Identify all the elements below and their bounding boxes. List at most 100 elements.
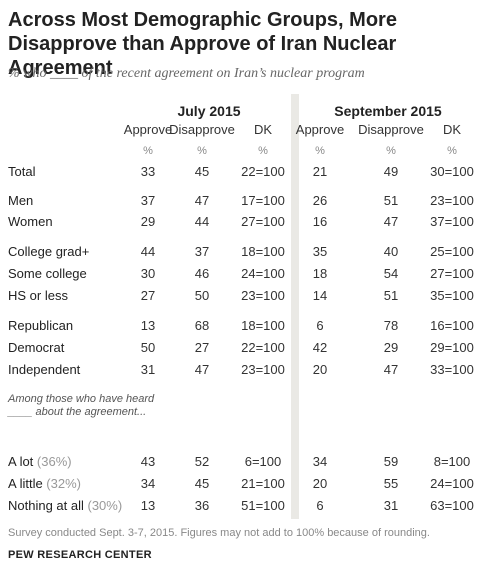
table-cell: 44 [140, 244, 156, 259]
table-cell: 51 [383, 288, 399, 303]
row-label: Independent [8, 362, 80, 377]
table-cell: 37 [194, 244, 210, 259]
table-cell: 50 [194, 288, 210, 303]
table-cell: 47 [194, 193, 210, 208]
chart-title: Across Most Demographic Groups, More Dis… [8, 9, 397, 79]
row-label: A little (32%) [8, 476, 81, 491]
table-cell: 25=100 [430, 244, 474, 259]
table-cell: 34 [140, 476, 156, 491]
table-cell: 24=100 [430, 476, 474, 491]
table-cell: 49 [383, 164, 399, 179]
chart-subtitle: % who ____ of the recent agreement on Ir… [8, 66, 365, 81]
row-label: Republican [8, 318, 73, 333]
table-cell: 35 [312, 244, 328, 259]
table-cell: 42 [312, 340, 328, 355]
row-label-text: A little [8, 476, 47, 491]
row-label-text: Women [8, 214, 53, 229]
row-label-text: HS or less [8, 288, 68, 303]
table-cell: 21 [312, 164, 328, 179]
unit-label: % [197, 145, 207, 157]
unit-label: % [143, 145, 153, 157]
table-cell: 27 [140, 288, 156, 303]
table-cell: 6 [316, 318, 324, 333]
table-cell: 59 [383, 454, 399, 469]
table-cell: 13 [140, 498, 156, 513]
table-cell: 20 [312, 476, 328, 491]
table-cell: 33=100 [430, 362, 474, 377]
row-label-text: Nothing at all [8, 498, 88, 513]
table-cell: 29=100 [430, 340, 474, 355]
table-cell: 63=100 [430, 498, 474, 513]
footnote: Survey conducted Sept. 3-7, 2015. Figure… [8, 527, 430, 539]
group-header: July 2015 [177, 103, 241, 119]
table-cell: 14 [312, 288, 328, 303]
table-cell: 55 [383, 476, 399, 491]
row-label: Some college [8, 266, 87, 281]
table-cell: 31 [140, 362, 156, 377]
table-cell: 18 [312, 266, 328, 281]
column-header: DK [442, 122, 462, 137]
table-cell: 45 [194, 164, 210, 179]
table-cell: 51=100 [241, 498, 285, 513]
row-label: A lot (36%) [8, 454, 72, 469]
row-label-text: Republican [8, 318, 74, 333]
table-cell: 16=100 [430, 318, 474, 333]
row-label-share: (36%) [36, 454, 72, 469]
table-cell: 50 [140, 340, 156, 355]
table-cell: 16 [312, 214, 328, 229]
unit-label: % [386, 145, 396, 157]
table-cell: 18=100 [241, 318, 285, 333]
row-label: Nothing at all (30%) [8, 498, 122, 513]
table-cell: 27=100 [241, 214, 285, 229]
table-cell: 20 [312, 362, 328, 377]
row-label: Women [8, 214, 53, 229]
unit-label: % [258, 145, 268, 157]
table-cell: 29 [140, 214, 156, 229]
table-cell: 6 [316, 498, 324, 513]
source-label: PEW RESEARCH CENTER [8, 549, 152, 561]
table-cell: 52 [194, 454, 210, 469]
row-label-text: Democrat [8, 340, 65, 355]
column-header: Disapprove [169, 122, 235, 137]
table-cell: 47 [383, 362, 399, 377]
row-label-text: Some college [8, 266, 87, 281]
table-cell: 46 [194, 266, 210, 281]
group-header: September 2015 [334, 103, 442, 119]
table-cell: 44 [194, 214, 210, 229]
table-cell: 21=100 [241, 476, 285, 491]
table-cell: 22=100 [241, 340, 285, 355]
table-cell: 47 [383, 214, 399, 229]
row-label-share: (32%) [46, 476, 81, 491]
table-cell: 24=100 [241, 266, 285, 281]
table-cell: 23=100 [241, 288, 285, 303]
unit-label: % [315, 145, 325, 157]
table-cell: 13 [140, 318, 156, 333]
row-label: HS or less [8, 288, 68, 303]
column-header: Disapprove [358, 122, 424, 137]
table-cell: 8=100 [433, 454, 471, 469]
row-label-text: Independent [8, 362, 81, 377]
table-cell: 27=100 [430, 266, 474, 281]
row-label: Democrat [8, 340, 64, 355]
row-label: College grad+ [8, 244, 89, 259]
table-cell: 33 [140, 164, 156, 179]
table-cell: 51 [383, 193, 399, 208]
table-cell: 27 [194, 340, 210, 355]
table-cell: 30=100 [430, 164, 474, 179]
column-divider [291, 94, 299, 519]
row-label: Total [8, 164, 35, 179]
table-cell: 35=100 [430, 288, 474, 303]
table-cell: 23=100 [241, 362, 285, 377]
table-cell: 22=100 [241, 164, 285, 179]
table-cell: 54 [383, 266, 399, 281]
table-cell: 18=100 [241, 244, 285, 259]
table-cell: 17=100 [241, 193, 285, 208]
row-label: Men [8, 193, 33, 208]
table-cell: 78 [383, 318, 399, 333]
row-label-text: A lot [8, 454, 37, 469]
column-header: DK [253, 122, 273, 137]
table-cell: 29 [383, 340, 399, 355]
table-cell: 23=100 [430, 193, 474, 208]
row-label-share: (30%) [87, 498, 123, 513]
table-cell: 31 [383, 498, 399, 513]
